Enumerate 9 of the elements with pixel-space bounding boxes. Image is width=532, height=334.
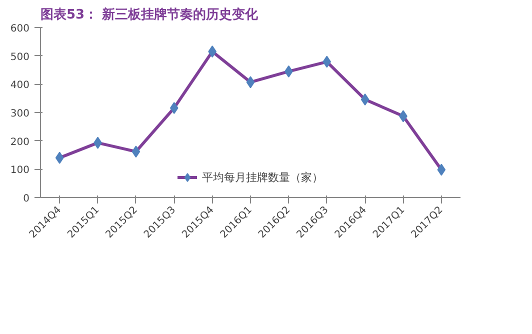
chart-title: 图表53： 新三板挂牌节奏的历史变化 [40,6,260,22]
y-tick-label: 200 [10,136,30,148]
y-tick-label: 500 [10,52,30,63]
legend-label: 平均每月挂牌数量（家） [202,170,323,184]
y-tick-label: 600 [10,24,30,34]
y-tick-label: 400 [10,80,30,92]
y-tick-label: 100 [10,165,30,176]
y-tick-label: 300 [10,108,30,120]
y-tick-label: 0 [23,194,30,204]
